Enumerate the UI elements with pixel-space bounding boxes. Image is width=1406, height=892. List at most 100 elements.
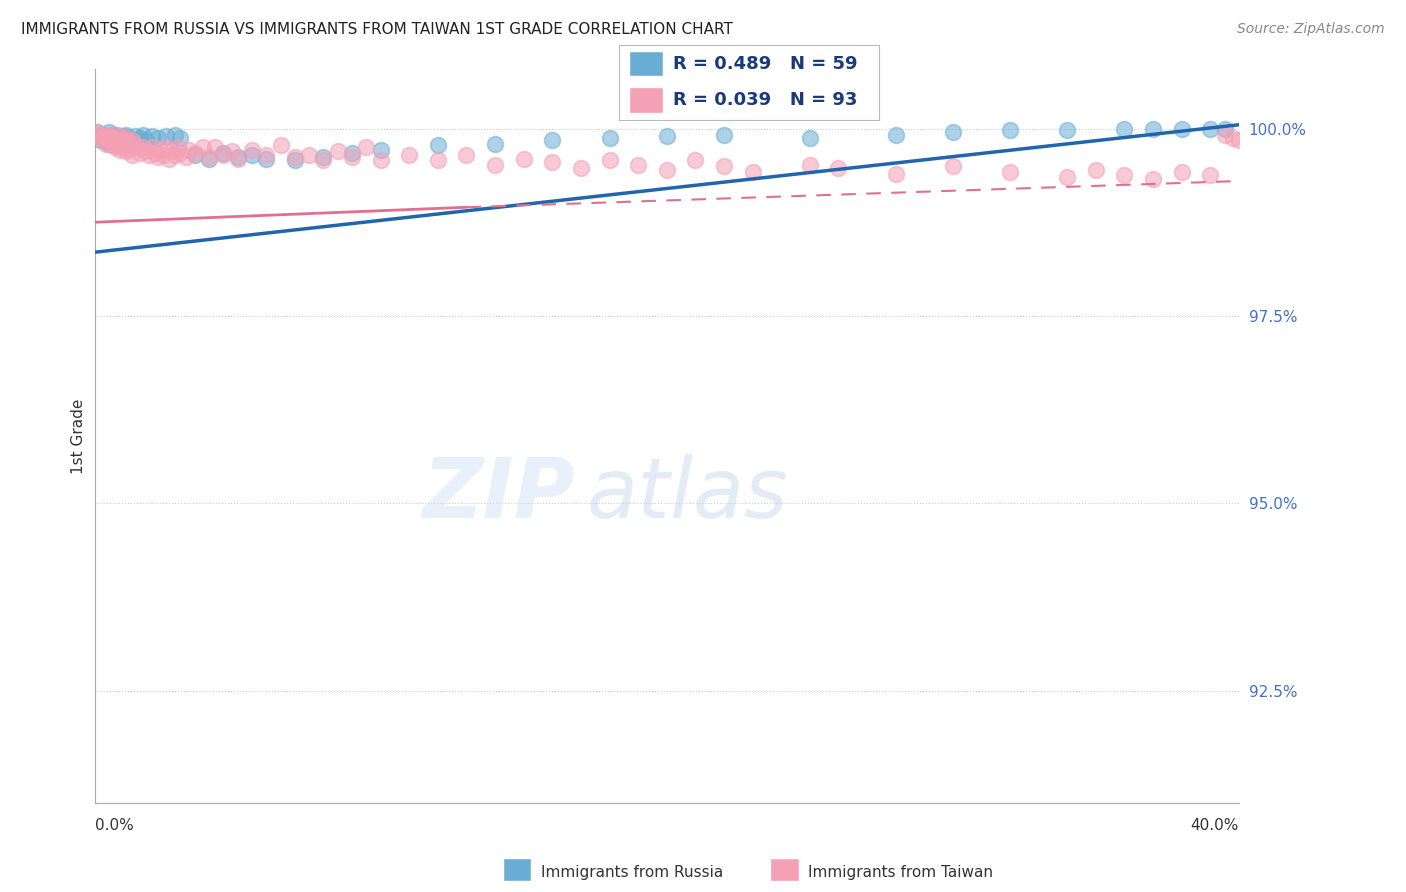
Point bbox=[1142, 121, 1164, 136]
Point bbox=[799, 130, 821, 145]
Point bbox=[115, 144, 138, 158]
Point bbox=[998, 123, 1021, 137]
Point bbox=[124, 138, 146, 153]
Point bbox=[104, 128, 127, 142]
Point bbox=[198, 152, 221, 166]
Point bbox=[146, 150, 169, 164]
Point bbox=[204, 140, 226, 154]
Point bbox=[1084, 162, 1107, 177]
Point bbox=[89, 128, 111, 143]
Point bbox=[512, 152, 534, 166]
Point bbox=[212, 145, 235, 160]
Point bbox=[226, 150, 249, 164]
Point bbox=[183, 145, 205, 160]
Text: atlas: atlas bbox=[586, 454, 789, 535]
Point bbox=[426, 138, 449, 153]
Text: 40.0%: 40.0% bbox=[1191, 818, 1239, 833]
Point bbox=[121, 133, 143, 147]
Point bbox=[685, 153, 707, 167]
Point bbox=[89, 133, 111, 147]
Point bbox=[155, 128, 177, 143]
Point bbox=[89, 130, 111, 145]
Point bbox=[426, 153, 449, 167]
Point bbox=[340, 145, 363, 160]
Point bbox=[183, 147, 205, 161]
Point bbox=[121, 133, 143, 147]
Point bbox=[104, 138, 127, 153]
Point bbox=[1199, 168, 1222, 182]
Point bbox=[107, 128, 129, 142]
Point bbox=[138, 147, 160, 161]
Point bbox=[254, 147, 277, 161]
Point bbox=[1114, 122, 1136, 136]
Bar bbox=[628, 51, 662, 77]
Point bbox=[91, 128, 114, 142]
Point bbox=[1114, 168, 1136, 182]
Bar bbox=[628, 87, 662, 112]
Point bbox=[169, 130, 191, 145]
Text: Immigrants from Taiwan: Immigrants from Taiwan bbox=[808, 865, 994, 880]
Point bbox=[1056, 123, 1078, 137]
Text: Source: ZipAtlas.com: Source: ZipAtlas.com bbox=[1237, 22, 1385, 37]
Point bbox=[112, 128, 135, 143]
Point bbox=[129, 130, 152, 145]
Point bbox=[254, 152, 277, 166]
Point bbox=[456, 147, 478, 161]
Point bbox=[340, 150, 363, 164]
Point bbox=[127, 140, 149, 154]
Point bbox=[91, 130, 114, 145]
Point bbox=[1299, 128, 1322, 142]
Point bbox=[149, 143, 172, 157]
Point bbox=[942, 159, 965, 173]
Point bbox=[110, 143, 132, 157]
Point bbox=[569, 161, 592, 175]
Point bbox=[240, 147, 263, 161]
Point bbox=[104, 140, 127, 154]
Point bbox=[284, 153, 307, 167]
Point bbox=[169, 145, 191, 160]
Point bbox=[326, 144, 349, 158]
Point bbox=[1056, 170, 1078, 185]
Point bbox=[94, 136, 117, 151]
Point bbox=[1227, 133, 1250, 147]
Point bbox=[312, 150, 335, 164]
Point bbox=[1271, 130, 1294, 145]
Point bbox=[741, 165, 763, 179]
Point bbox=[118, 142, 141, 156]
Point bbox=[135, 133, 157, 147]
Point bbox=[174, 150, 197, 164]
Point bbox=[312, 153, 335, 167]
Point bbox=[100, 136, 122, 151]
Text: R = 0.489   N = 59: R = 0.489 N = 59 bbox=[673, 54, 858, 72]
Text: IMMIGRANTS FROM RUSSIA VS IMMIGRANTS FROM TAIWAN 1ST GRADE CORRELATION CHART: IMMIGRANTS FROM RUSSIA VS IMMIGRANTS FRO… bbox=[21, 22, 733, 37]
Point bbox=[541, 133, 564, 147]
Point bbox=[1142, 172, 1164, 186]
Point bbox=[998, 165, 1021, 179]
Point bbox=[110, 136, 132, 151]
Point bbox=[599, 130, 621, 145]
Point bbox=[97, 128, 120, 143]
Point bbox=[370, 143, 392, 157]
Text: Immigrants from Russia: Immigrants from Russia bbox=[541, 865, 724, 880]
Point bbox=[152, 147, 174, 161]
Point bbox=[110, 130, 132, 145]
Point bbox=[655, 162, 678, 177]
Point bbox=[86, 125, 108, 139]
Point bbox=[1199, 121, 1222, 136]
Point bbox=[541, 155, 564, 169]
Point bbox=[94, 128, 117, 143]
Point bbox=[94, 128, 117, 142]
Point bbox=[799, 157, 821, 171]
Point bbox=[146, 130, 169, 145]
Point bbox=[129, 145, 152, 160]
Point bbox=[884, 167, 907, 181]
Point bbox=[91, 128, 114, 143]
Point bbox=[91, 133, 114, 147]
Point bbox=[1170, 121, 1192, 136]
Point bbox=[212, 147, 235, 161]
Point bbox=[1170, 165, 1192, 179]
Point bbox=[270, 138, 292, 153]
Point bbox=[1222, 130, 1244, 145]
Point bbox=[226, 152, 249, 166]
Point bbox=[713, 159, 735, 173]
